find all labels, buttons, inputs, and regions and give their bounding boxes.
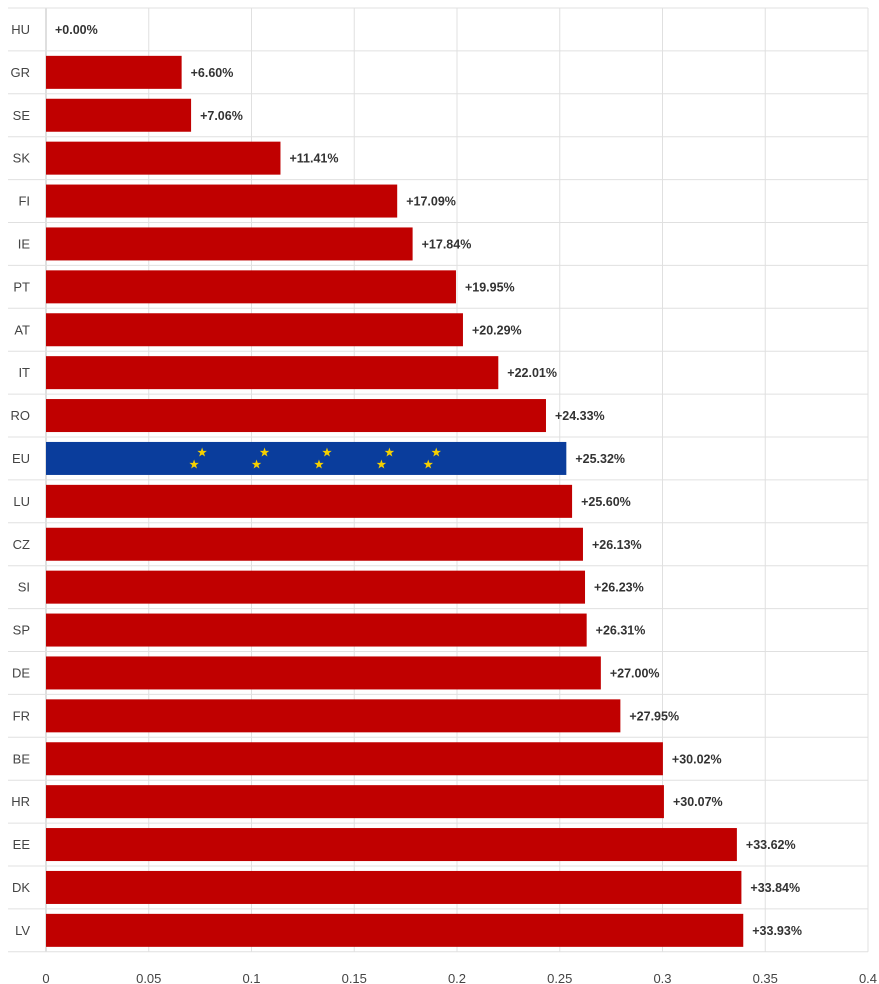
data-label: +25.60%	[581, 495, 631, 509]
eu-star-icon	[197, 447, 207, 457]
data-label: +0.00%	[55, 23, 98, 37]
category-label: SI	[18, 580, 30, 595]
label-layer: HU +0.00% GR +6.60% SE +7.06% SK +11.41% FI +17.0…	[11, 22, 802, 938]
category-label: IE	[18, 236, 31, 251]
data-label: +33.93%	[752, 924, 802, 938]
data-label: +26.23%	[594, 581, 644, 595]
category-label: DE	[12, 665, 30, 680]
data-label: +33.62%	[746, 838, 796, 852]
eu-star-icon	[431, 447, 441, 457]
bar-se	[46, 98, 192, 132]
bar-lu	[46, 484, 573, 518]
bar-sk	[46, 141, 281, 175]
category-label: BE	[13, 751, 31, 766]
bar-de	[46, 656, 601, 690]
data-label: +25.32%	[575, 452, 625, 466]
data-label: +11.41%	[289, 152, 338, 166]
eu-star-icon	[423, 459, 433, 469]
data-label: +30.02%	[672, 752, 722, 766]
eu-star-icon	[322, 447, 332, 457]
data-label: +26.13%	[592, 538, 642, 552]
data-label: +6.60%	[191, 66, 234, 80]
eu-star-icon	[251, 459, 262, 469]
eu-star-icon	[189, 459, 199, 469]
bar-ie	[46, 227, 413, 261]
data-label: +27.95%	[629, 709, 679, 723]
category-label: HR	[11, 794, 30, 809]
category-label: FR	[13, 708, 30, 723]
bar-si	[46, 570, 586, 604]
bar-pt	[46, 270, 456, 304]
bar-layer	[46, 55, 744, 947]
bar-eu-highlight	[46, 441, 567, 475]
x-tick-label: 0.35	[753, 971, 778, 984]
category-label: EU	[12, 451, 30, 466]
x-tick-label: 0.3	[653, 971, 671, 984]
x-tick-label: 0.2	[448, 971, 466, 984]
data-label: +17.09%	[406, 195, 456, 209]
eu-star-icon	[376, 459, 387, 469]
bar-fr	[46, 699, 621, 733]
x-tick-label: 0.4	[859, 971, 877, 984]
bar-cz	[46, 527, 583, 561]
category-label: PT	[13, 279, 30, 294]
category-label: SE	[13, 108, 31, 123]
data-label: +7.06%	[200, 109, 243, 123]
bar-ro	[46, 399, 546, 433]
grid-layer	[8, 7, 869, 953]
category-label: DK	[12, 880, 30, 895]
category-label: IT	[18, 365, 30, 380]
bar-hr	[46, 785, 664, 819]
category-label: EE	[13, 837, 31, 852]
category-label: SP	[13, 623, 30, 638]
bar-gr	[46, 55, 182, 89]
eu-star-icon	[314, 459, 324, 469]
category-label: RO	[11, 408, 31, 423]
data-label: +24.33%	[555, 409, 605, 423]
x-tick-label: 0.05	[136, 971, 161, 984]
bar-lv	[46, 913, 744, 947]
eu-star-icon	[259, 447, 270, 457]
x-tick-label: 0.25	[547, 971, 572, 984]
data-label: +30.07%	[673, 795, 723, 809]
category-label: GR	[11, 65, 31, 80]
category-label: LU	[13, 494, 30, 509]
category-label: SK	[13, 151, 31, 166]
x-axis-ticks: 0 0.05 0.1 0.15 0.2 0.25 0.3 0.35 0.4	[42, 971, 877, 984]
category-label: FI	[18, 194, 30, 209]
data-label: +17.84%	[422, 237, 472, 251]
category-label: AT	[14, 322, 30, 337]
bar-be	[46, 742, 663, 776]
category-label: HU	[11, 22, 30, 37]
bar-sp	[46, 613, 587, 647]
data-label: +33.84%	[750, 881, 800, 895]
data-label: +19.95%	[465, 280, 515, 294]
category-label: LV	[15, 923, 30, 938]
category-label: CZ	[13, 537, 30, 552]
x-tick-label: 0.1	[242, 971, 260, 984]
bar-it	[46, 356, 499, 390]
data-label: +22.01%	[507, 366, 557, 380]
bar-dk	[46, 870, 742, 904]
data-label: +27.00%	[610, 666, 660, 680]
bar-ee	[46, 828, 737, 862]
bar-at	[46, 313, 463, 347]
x-tick-label: 0	[42, 971, 49, 984]
eu-star-icon	[384, 447, 395, 457]
bar-fi	[46, 184, 398, 218]
data-label: +20.29%	[472, 323, 522, 337]
x-tick-label: 0.15	[342, 971, 367, 984]
data-label: +26.31%	[596, 624, 646, 638]
